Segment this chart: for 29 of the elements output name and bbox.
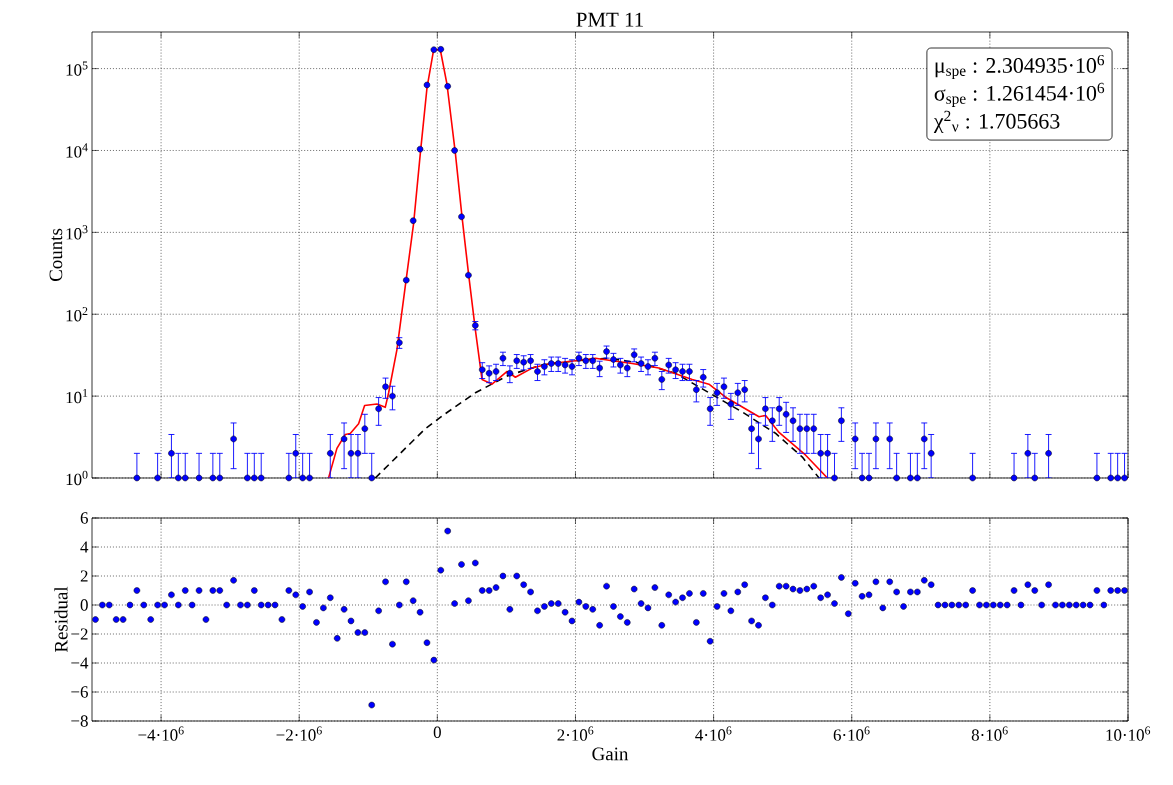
x-axis-title: Gain	[592, 747, 629, 761]
y-tick-label: 10$^{0}$	[66, 470, 88, 486]
x-tick-label: 10·10$^{6}$	[1106, 726, 1151, 741]
annotation: χ$^{2}$$_{ν}$ : 1.705663	[933, 110, 1060, 134]
y-tick-label: −2	[71, 628, 88, 640]
y-tick-label: 10$^{1}$	[66, 389, 88, 404]
y-tick-label: −6	[71, 686, 88, 698]
annotation: σ$_{spe}$ : 1.261454·10$^{6}$	[934, 82, 1105, 107]
x-tick-label: −4·10$^{6}$	[138, 726, 184, 741]
y-tick-label: 10$^{4}$	[66, 143, 88, 158]
chart-title: PMT 11	[576, 12, 643, 27]
x-tick-label: 4·10$^{6}$	[695, 726, 732, 741]
y-tick-label: 10$^{5}$	[66, 61, 88, 76]
x-tick-label: 6·10$^{6}$	[833, 726, 870, 741]
y-tick-label: −8	[71, 715, 88, 727]
y-tick-label: 10$^{2}$	[66, 307, 88, 322]
annotation: μ$_{spe}$ : 2.304935·10$^{6}$	[935, 54, 1105, 79]
y-tick-label: 6	[80, 512, 88, 524]
x-tick-label: −2·10$^{6}$	[276, 726, 322, 741]
y-tick-label: 4	[80, 541, 89, 553]
y-tick-label: 10$^{3}$	[66, 225, 88, 240]
y-tick-label: −4	[71, 657, 89, 669]
x-tick-label: 0	[433, 726, 441, 738]
y-axis-title: Counts	[49, 228, 63, 282]
x-tick-label: 2·10$^{6}$	[557, 726, 594, 741]
y-tick-label: 0	[80, 599, 88, 611]
y-tick-label: 2	[80, 570, 88, 582]
x-tick-label: 8·10$^{6}$	[971, 726, 1008, 741]
y-axis-title: Residual	[54, 586, 68, 653]
